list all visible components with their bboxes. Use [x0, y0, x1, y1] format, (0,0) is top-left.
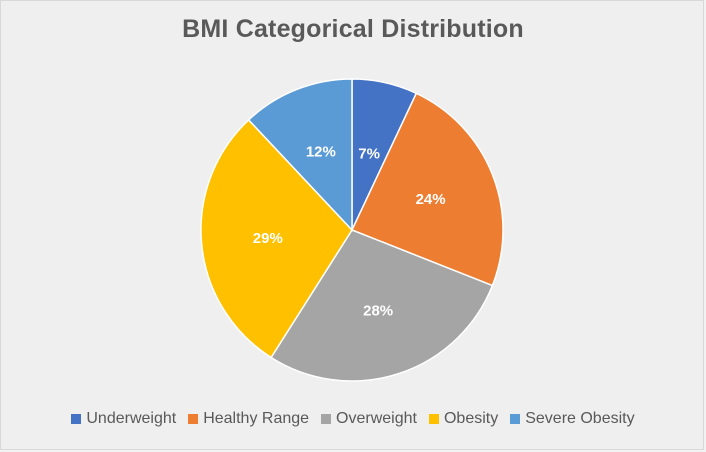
legend-item-underweight: Underweight — [71, 410, 176, 428]
data-label-underweight: 7% — [358, 145, 380, 162]
data-label-overweight: 28% — [363, 302, 393, 319]
legend-swatch — [188, 414, 199, 424]
legend-label: Healthy Range — [203, 410, 310, 427]
data-label-healthy-range: 24% — [416, 191, 446, 208]
legend-label: Obesity — [443, 410, 499, 427]
chart-title: BMI Categorical Distribution — [182, 15, 524, 43]
pie-slice-healthy-range — [350, 92, 504, 287]
pie-slice-obesity — [200, 118, 353, 359]
data-label-severe-obesity: 12% — [306, 143, 336, 160]
pie-slice-severe-obesity — [247, 78, 353, 232]
legend-label: Severe Obesity — [525, 410, 635, 427]
data-label-obesity: 29% — [253, 230, 283, 247]
legend: Underweight Healthy Range Overweight Obe… — [1, 410, 705, 428]
legend-swatch — [428, 414, 439, 424]
pie-slice-overweight — [270, 229, 494, 382]
legend-item-obesity: Obesity — [428, 410, 499, 428]
legend-item-overweight: Overweight — [321, 410, 417, 428]
legend-item-severe-obesity: Severe Obesity — [510, 410, 635, 428]
legend-label: Overweight — [336, 410, 417, 427]
legend-label: Underweight — [86, 410, 177, 427]
legend-swatch — [321, 414, 332, 424]
legend-item-healthy-range: Healthy Range — [188, 410, 309, 428]
legend-swatch — [510, 414, 521, 424]
legend-swatch — [71, 414, 82, 424]
